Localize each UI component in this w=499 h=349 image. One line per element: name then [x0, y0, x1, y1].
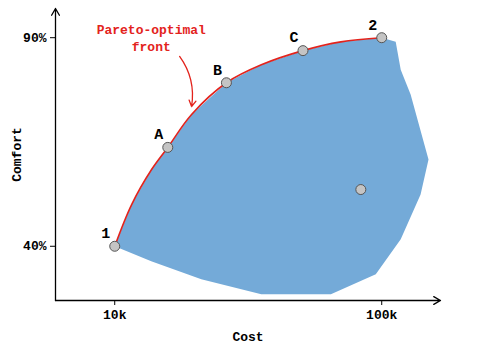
svg-text:Comfort: Comfort: [10, 127, 25, 182]
svg-text:1: 1: [101, 226, 110, 243]
svg-text:A: A: [154, 127, 163, 144]
svg-text:10k: 10k: [103, 308, 127, 323]
svg-text:2: 2: [368, 18, 377, 35]
svg-text:40%: 40%: [23, 239, 47, 254]
svg-text:Pareto-optimalfront: Pareto-optimalfront: [97, 23, 206, 55]
svg-text:100k: 100k: [366, 308, 397, 323]
svg-text:90%: 90%: [23, 31, 47, 46]
svg-text:Cost: Cost: [232, 330, 263, 345]
svg-text:B: B: [213, 63, 222, 80]
svg-text:C: C: [289, 30, 298, 47]
